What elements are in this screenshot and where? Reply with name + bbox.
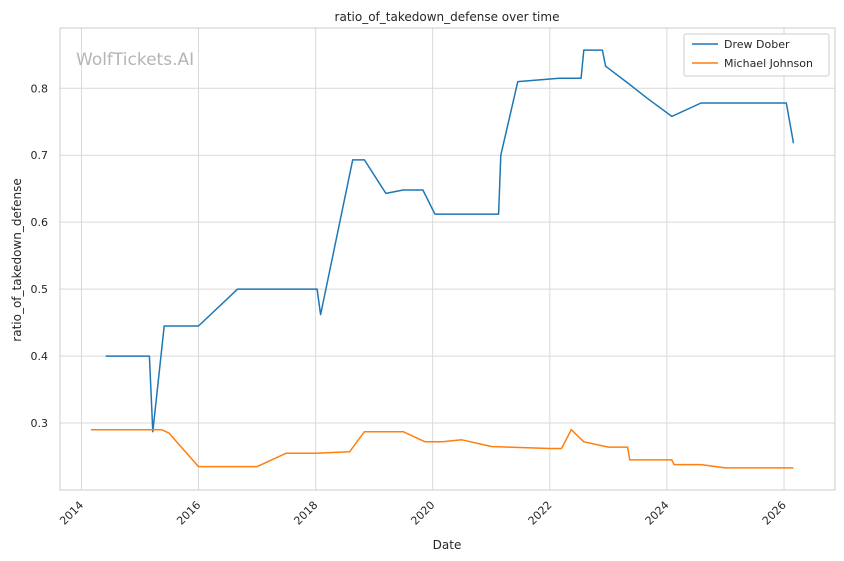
x-tick-label: 2018 [291,499,320,528]
x-tick-label: 2024 [643,499,672,528]
legend-box [683,33,830,77]
ticks-layer: 2014 2016 2018 2020 2022 2024 2026 0.3 0.4 0.5 0.6… [31,82,789,527]
x-tick-label: 2022 [526,499,555,528]
x-axis-label: Date [433,538,462,552]
grid-layer [60,28,835,490]
y-tick-label: 0.5 [31,283,49,296]
series-line-michael-johnson [90,428,794,469]
chart-title: ratio_of_takedown_defense over time [335,10,560,24]
y-tick-label: 0.8 [31,82,49,95]
y-tick-label: 0.6 [31,216,49,229]
y-tick-label: 0.7 [31,149,49,162]
plot-frame [59,27,836,491]
legend-label-michael-johnson: Michael Johnson [724,57,813,70]
x-tick-label: 2014 [57,499,86,528]
y-tick-label: 0.3 [31,417,49,430]
legend: Drew Dober Michael Johnson [683,33,830,77]
x-tick-label: 2026 [760,499,789,528]
watermark-text: WolfTickets.AI [76,50,194,70]
legend-label-drew-dober: Drew Dober [724,38,790,51]
x-tick-label: 2020 [408,499,437,528]
series-layer [90,49,795,469]
y-tick-label: 0.4 [31,350,49,363]
x-tick-label: 2016 [174,499,203,528]
y-axis-label: ratio_of_takedown_defense [10,178,24,341]
series-line-drew-dober [105,49,795,433]
